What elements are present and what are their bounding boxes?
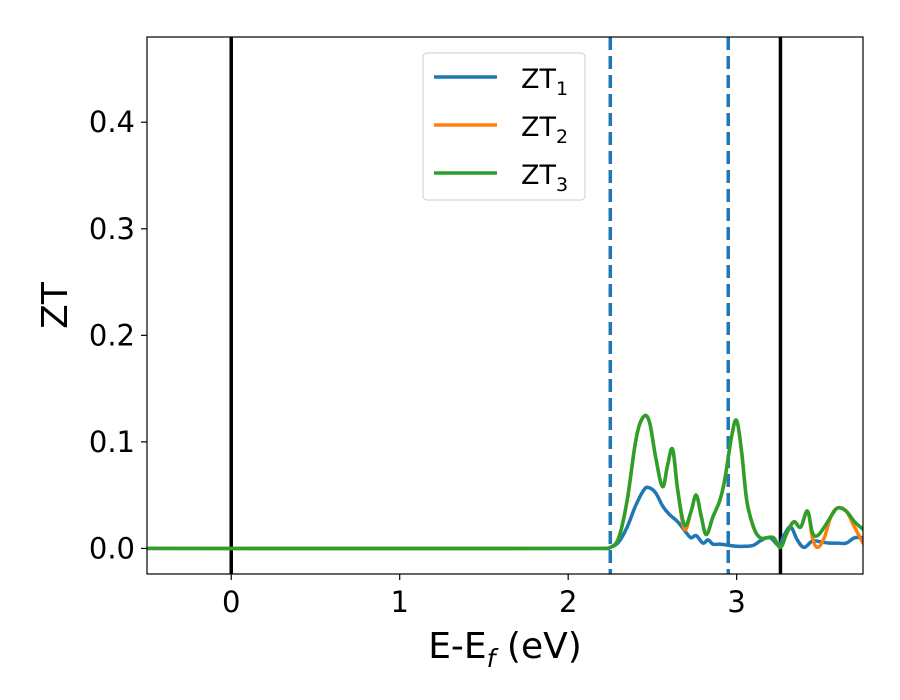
series-line-1 <box>147 485 863 551</box>
legend-label-3: ZT3 <box>521 160 568 196</box>
legend-label-subscript: 1 <box>556 78 568 100</box>
legend-label-subscript: 3 <box>556 174 568 196</box>
legend-label-main: ZT <box>521 160 556 191</box>
y-tick-label: 0.3 <box>89 212 135 246</box>
y-tick-label: 0.4 <box>89 105 135 139</box>
legend-label-1: ZT1 <box>521 64 568 100</box>
y-axis-title: ZT <box>35 281 76 329</box>
x-tick-label: 0 <box>222 585 240 619</box>
y-tick-label: 0.1 <box>89 425 135 459</box>
x-tick-label: 3 <box>727 585 745 619</box>
legend-label-main: ZT <box>521 112 556 143</box>
series-lines <box>147 413 863 551</box>
reference-lines <box>229 37 783 574</box>
y-axis-ticks: 0.0 0.1 0.2 0.3 0.4 <box>89 105 147 565</box>
x-axis-ticks: 0 1 2 3 <box>222 574 746 619</box>
x-tick-label: 1 <box>390 585 408 619</box>
x-tick-label: 2 <box>559 585 577 619</box>
series-line-3 <box>147 413 863 551</box>
x-axis-title-unit: (eV) <box>495 626 581 667</box>
legend-box <box>422 52 586 201</box>
x-axis-title: E-Ef (eV) <box>428 626 582 673</box>
y-tick-label: 0.2 <box>89 318 135 352</box>
plot-frame <box>146 36 864 575</box>
y-tick-label: 0.0 <box>89 531 135 565</box>
legend-label-subscript: 2 <box>556 126 568 148</box>
x-axis-title-main: E-E <box>428 626 486 667</box>
legend-label-main: ZT <box>521 64 556 95</box>
legend-label-2: ZT2 <box>521 112 568 148</box>
